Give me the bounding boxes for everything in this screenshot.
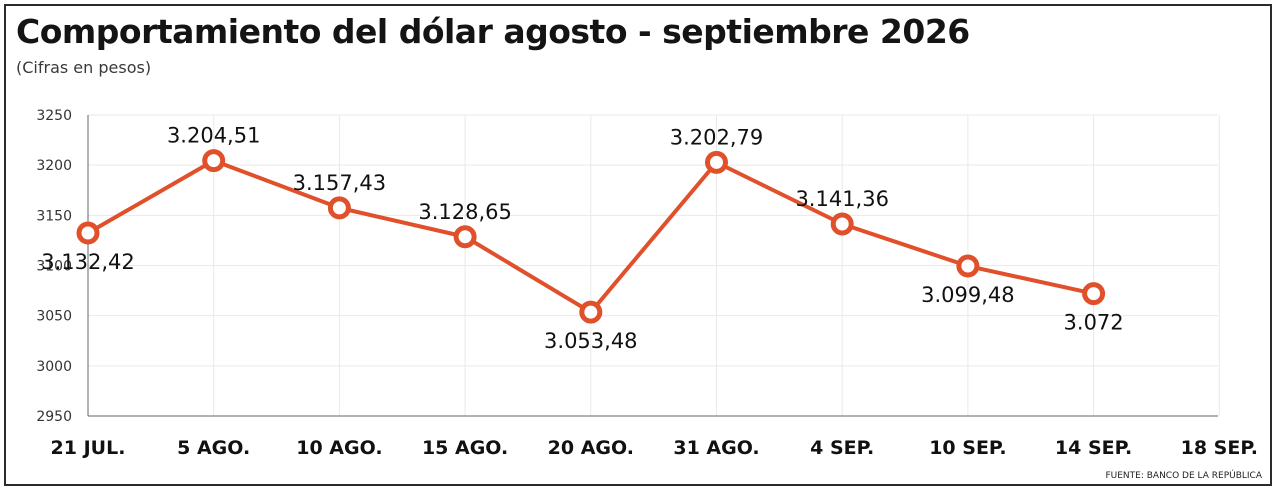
y-tick-label: 2950: [36, 409, 72, 425]
axis-layer: 2950 3000 3050 3100 3150 3200 3250 21 JUL. 5 AGO…: [36, 108, 1258, 459]
y-tick-label: 3050: [36, 309, 72, 325]
data-point: [830, 212, 854, 236]
data-point: [327, 196, 351, 220]
x-tick-label: 31 AGO.: [673, 437, 759, 459]
data-label: 3.053,48: [544, 329, 638, 353]
source-note: FUENTE: BANCO DE LA REPÚBLICA: [1105, 471, 1262, 481]
data-label: 3.157,43: [293, 171, 387, 195]
data-point: [202, 149, 226, 173]
data-point: [453, 225, 477, 249]
data-label: 3.132,42: [41, 250, 135, 274]
data-label: 3.128,65: [418, 200, 512, 224]
data-point: [1082, 282, 1106, 306]
x-tick-label: 5 AGO.: [177, 437, 250, 459]
data-point-layer: [76, 149, 1106, 324]
data-label-layer: 3.132,42 3.204,51 3.157,43 3.128,65 3.053,48…: [41, 124, 1123, 354]
y-tick-label: 3100: [36, 259, 72, 275]
x-tick-label: 10 AGO.: [296, 437, 382, 459]
x-tick-label: 20 AGO.: [548, 437, 634, 459]
data-point: [579, 300, 603, 324]
x-tick-label: 14 SEP.: [1055, 437, 1132, 459]
y-tick-label: 3200: [36, 158, 72, 174]
data-label: 3.072: [1064, 311, 1124, 335]
y-tick-label: 3250: [36, 108, 72, 124]
data-point: [76, 221, 100, 245]
data-point: [956, 254, 980, 278]
x-tick-label: 15 AGO.: [422, 437, 508, 459]
chart-frame: [4, 4, 1272, 486]
chart-subtitle: (Cifras en pesos): [16, 58, 152, 77]
data-label: 3.202,79: [670, 125, 764, 149]
grid-layer: [87, 114, 1220, 417]
data-label: 3.099,48: [921, 283, 1015, 307]
data-label: 3.204,51: [167, 124, 261, 148]
y-tick-label: 3150: [36, 208, 72, 224]
chart-title: Comportamiento del dólar agosto - septie…: [16, 12, 970, 51]
data-point: [705, 150, 728, 174]
x-tick-label: 18 SEP.: [1181, 437, 1258, 459]
x-tick-label: 21 JUL.: [51, 437, 126, 459]
y-tick-label: 3000: [36, 359, 72, 375]
x-tick-label: 4 SEP.: [810, 437, 874, 459]
x-tick-label: 10 SEP.: [929, 437, 1006, 459]
data-label: 3.141,36: [795, 187, 889, 211]
